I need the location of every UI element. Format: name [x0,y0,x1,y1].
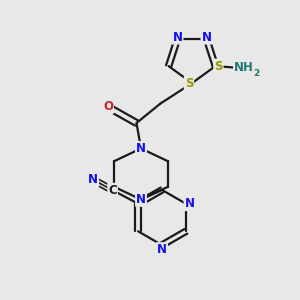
Text: N: N [88,173,98,186]
Text: S: S [214,60,223,73]
Text: N: N [136,142,146,155]
Text: S: S [185,76,193,90]
Text: 2: 2 [254,68,260,77]
Text: N: N [202,31,212,44]
Text: N: N [136,193,146,206]
Text: N: N [184,197,194,210]
Text: N: N [157,243,167,256]
Text: C: C [108,184,117,197]
Text: N: N [172,31,182,44]
Text: NH: NH [234,61,254,74]
Text: O: O [103,100,113,113]
